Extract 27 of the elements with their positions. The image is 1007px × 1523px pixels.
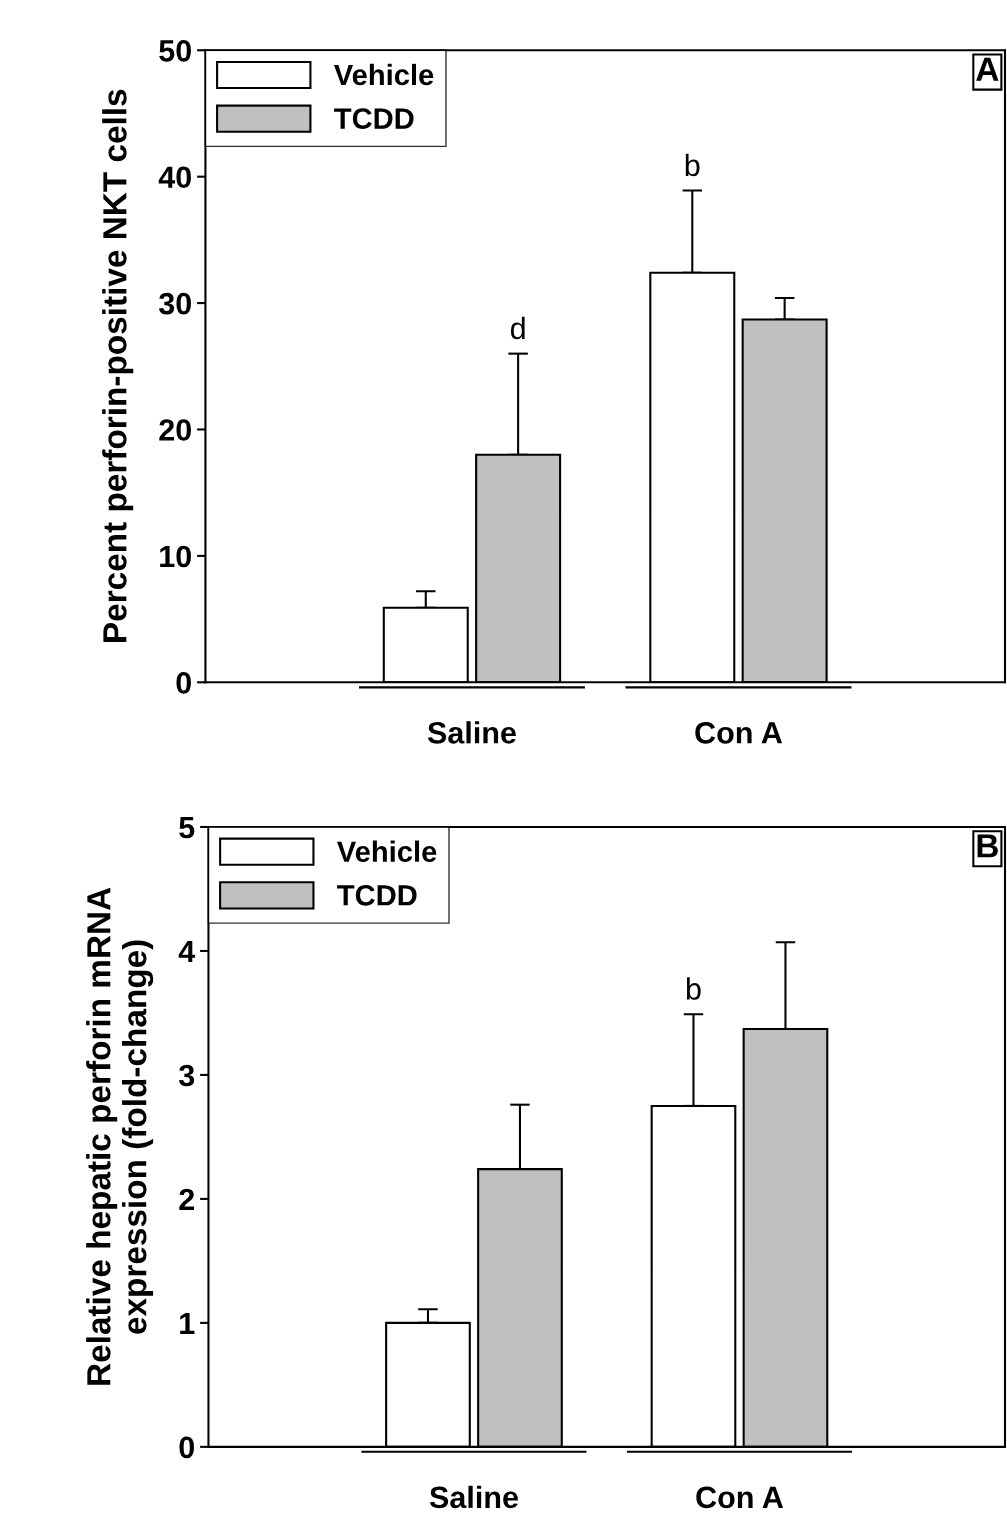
annotation: b — [686, 977, 701, 1000]
legend-label: Vehicle — [333, 63, 434, 86]
y-tick-label: 20 — [159, 419, 191, 441]
y-tick-label: 1 — [180, 1312, 195, 1334]
annotation: d — [510, 316, 525, 340]
y-tick-label: 0 — [176, 672, 191, 694]
annotation: B — [977, 834, 998, 858]
x-tick-label: Saline — [429, 1485, 518, 1509]
legend-label: Vehicle — [336, 840, 437, 862]
x-tick-label: Con A — [695, 722, 783, 744]
y-tick-label: 3 — [178, 1064, 195, 1087]
y-tick-label: 40 — [158, 166, 191, 189]
y-tick-label: 50 — [159, 39, 191, 62]
y-tick-label: 5 — [179, 817, 195, 839]
annotation: b — [685, 153, 700, 177]
annotation: A — [976, 57, 999, 81]
legend-label: TCDD — [337, 885, 417, 906]
y-tick-label: 2 — [179, 1188, 195, 1210]
legend-label: TCDD — [334, 108, 414, 129]
y-tick-label: 4 — [178, 941, 196, 963]
x-tick-label: Con A — [696, 1486, 784, 1509]
y-tick-label: 10 — [160, 545, 191, 568]
y-axis-title: Percent perforin-positive NKT cells — [102, 89, 134, 642]
y-tick-label: 30 — [158, 292, 191, 315]
y-tick-label: 0 — [179, 1436, 194, 1459]
y-axis-title: Relative hepatic perforin mRNA expression (fold-change) — [86, 887, 154, 1385]
x-tick-label: Saline — [427, 721, 516, 744]
